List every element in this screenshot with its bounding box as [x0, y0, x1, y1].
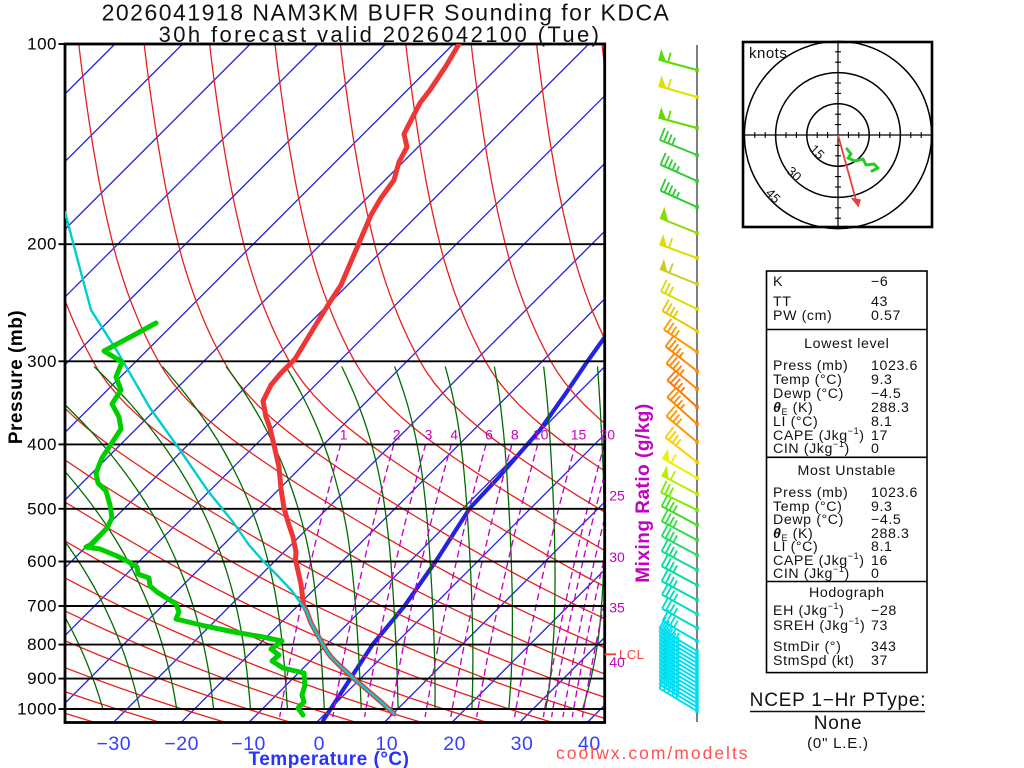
svg-text:1000: 1000	[17, 700, 57, 719]
svg-text:2: 2	[393, 427, 401, 443]
svg-text:4: 4	[450, 427, 458, 443]
svg-text:0: 0	[314, 733, 325, 755]
svg-text:25: 25	[609, 488, 625, 504]
svg-text:−4.5: −4.5	[871, 386, 901, 402]
svg-text:None: None	[814, 713, 863, 734]
svg-text:(0" L.E.): (0" L.E.)	[807, 735, 869, 752]
svg-text:knots: knots	[749, 45, 787, 62]
svg-text:LCL: LCL	[619, 647, 644, 662]
svg-text:343: 343	[871, 639, 896, 655]
svg-text:coolwx.com/modelts: coolwx.com/modelts	[556, 743, 750, 763]
svg-text:Press (mb): Press (mb)	[773, 358, 848, 374]
svg-text:−28: −28	[871, 603, 897, 619]
svg-text:−6: −6	[871, 274, 888, 290]
svg-text:16: 16	[871, 553, 888, 569]
svg-text:Dewp (°C): Dewp (°C)	[773, 386, 844, 402]
svg-text:PW (cm): PW (cm)	[773, 308, 832, 324]
svg-text:30: 30	[511, 733, 534, 755]
svg-text:3: 3	[425, 427, 433, 443]
svg-text:900: 900	[27, 669, 57, 688]
svg-text:NCEP 1−Hr PType:: NCEP 1−Hr PType:	[750, 690, 927, 711]
svg-text:20: 20	[600, 427, 616, 443]
svg-text:288.3: 288.3	[871, 400, 910, 416]
svg-text:CIN (Jkg−1): CIN (Jkg−1)	[773, 439, 850, 457]
svg-text:Press (mb): Press (mb)	[773, 485, 848, 501]
svg-text:73: 73	[871, 618, 888, 634]
svg-text:800: 800	[27, 635, 57, 654]
svg-text:SREH (Jkg−1): SREH (Jkg−1)	[773, 616, 865, 634]
svg-text:EH (Jkg−1): EH (Jkg−1)	[773, 601, 844, 619]
svg-text:StmSpd (kt): StmSpd (kt)	[773, 653, 855, 669]
svg-text:−30: −30	[97, 733, 132, 755]
svg-text:200: 200	[27, 235, 57, 254]
svg-text:40: 40	[609, 654, 625, 670]
svg-text:1: 1	[340, 427, 348, 443]
svg-text:StmDir (°): StmDir (°)	[773, 639, 841, 655]
svg-text:8: 8	[511, 427, 519, 443]
svg-text:30h forecast valid 2026042100: 30h forecast valid 2026042100 (Tue)	[159, 22, 602, 47]
svg-text:LI (°C): LI (°C)	[773, 414, 818, 430]
svg-text:0.57: 0.57	[871, 308, 901, 324]
svg-text:K: K	[773, 274, 783, 290]
svg-text:288.3: 288.3	[871, 526, 910, 542]
svg-text:8.1: 8.1	[871, 414, 893, 430]
svg-text:400: 400	[27, 435, 57, 454]
svg-text:10: 10	[533, 427, 549, 443]
svg-text:TT: TT	[773, 294, 792, 310]
svg-text:20: 20	[443, 733, 466, 755]
svg-text:CAPE (Jkg−1): CAPE (Jkg−1)	[773, 426, 865, 444]
svg-text:Dewp (°C): Dewp (°C)	[773, 512, 844, 528]
svg-text:17: 17	[871, 428, 888, 444]
svg-text:30: 30	[609, 549, 625, 565]
svg-text:40: 40	[578, 733, 601, 755]
svg-text:6: 6	[485, 427, 493, 443]
svg-text:0: 0	[871, 566, 880, 582]
svg-text:37: 37	[871, 653, 888, 669]
svg-text:Temp (°C): Temp (°C)	[773, 499, 842, 515]
svg-text:0: 0	[871, 441, 880, 457]
svg-text:100: 100	[27, 35, 57, 54]
svg-text:600: 600	[27, 552, 57, 571]
svg-text:CIN (Jkg−1): CIN (Jkg−1)	[773, 564, 850, 582]
svg-text:1023.6: 1023.6	[871, 358, 918, 374]
svg-text:700: 700	[27, 597, 57, 616]
svg-text:Lowest level: Lowest level	[804, 336, 889, 352]
svg-text:15: 15	[571, 427, 587, 443]
svg-text:500: 500	[27, 499, 57, 518]
svg-text:300: 300	[27, 352, 57, 371]
svg-text:2026041918 NAM3KM BUFR Soundin: 2026041918 NAM3KM BUFR Sounding for KDCA	[102, 0, 671, 26]
svg-text:8.1: 8.1	[871, 539, 893, 555]
svg-text:Pressure (mb): Pressure (mb)	[6, 310, 27, 444]
svg-text:Most Unstable: Most Unstable	[798, 463, 896, 479]
svg-text:35: 35	[609, 600, 625, 616]
svg-text:LI (°C): LI (°C)	[773, 539, 818, 555]
svg-text:9.3: 9.3	[871, 372, 893, 388]
svg-text:Mixing Ratio (g/kg): Mixing Ratio (g/kg)	[633, 403, 654, 582]
svg-text:9.3: 9.3	[871, 499, 893, 515]
svg-text:CAPE (Jkg−1): CAPE (Jkg−1)	[773, 551, 865, 569]
svg-text:−4.5: −4.5	[871, 512, 901, 528]
svg-text:Temp (°C): Temp (°C)	[773, 372, 842, 388]
svg-text:43: 43	[871, 294, 888, 310]
svg-text:Hodograph: Hodograph	[809, 585, 885, 601]
svg-text:−20: −20	[164, 733, 199, 755]
svg-text:10: 10	[375, 733, 398, 755]
svg-text:Temperature (°C): Temperature (°C)	[249, 749, 410, 768]
svg-text:−10: −10	[231, 733, 266, 755]
svg-text:1023.6: 1023.6	[871, 485, 918, 501]
